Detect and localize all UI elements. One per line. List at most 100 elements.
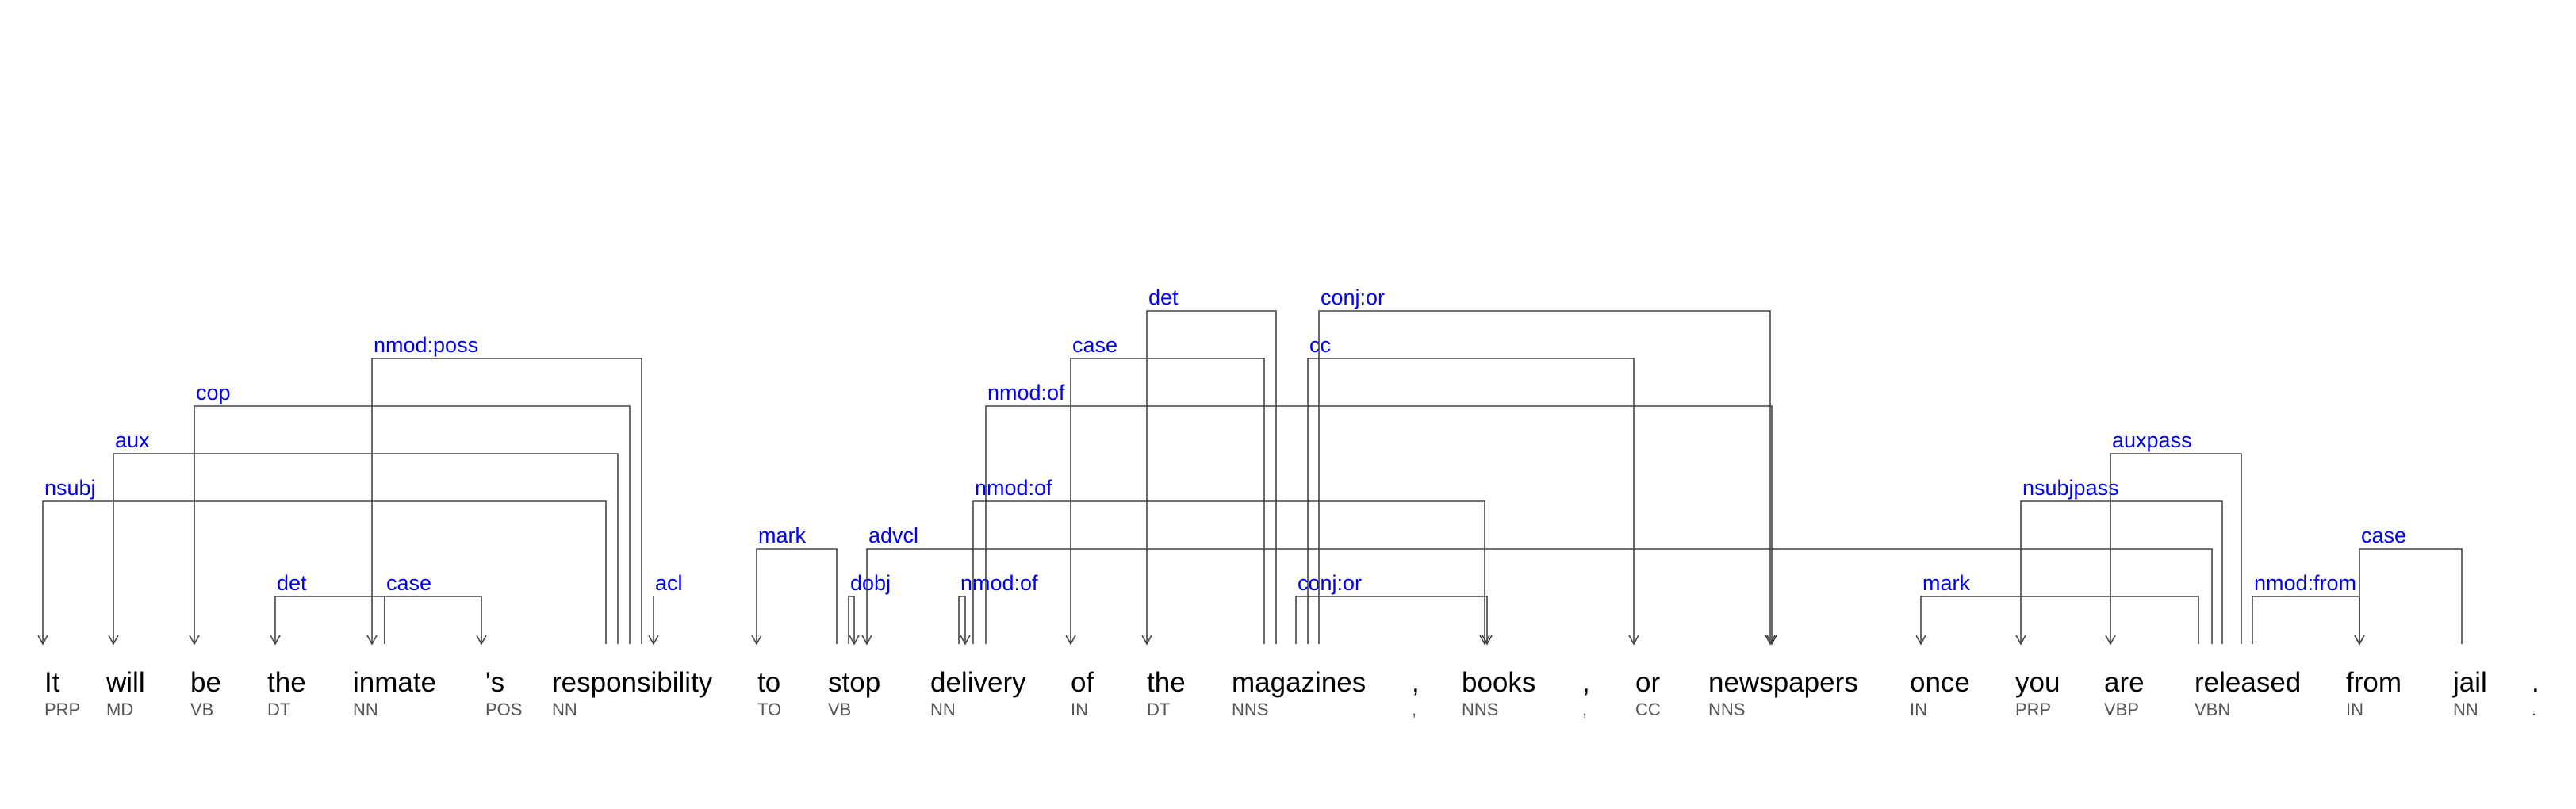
dependency-arc: case	[384, 571, 487, 646]
token-word: will	[105, 667, 145, 698]
dependency-line	[958, 596, 966, 644]
label-background	[2111, 428, 2205, 452]
arrowhead-icon	[366, 635, 378, 646]
token-row: It PRP will MD be VB the DT inmate NN 's POS respons…	[44, 667, 2540, 719]
token-word: to	[757, 667, 780, 698]
arrowhead-icon	[2354, 635, 2365, 646]
dependency-arc: det	[270, 571, 385, 646]
token-word: once	[1910, 667, 1970, 698]
dependency-line	[371, 358, 642, 644]
token-word: of	[1071, 667, 1094, 698]
token-pos-tag: VB	[190, 700, 213, 719]
token-word: the	[267, 667, 306, 698]
dependency-arc: cop	[189, 381, 631, 646]
dependency-label: nmod:poss	[374, 333, 478, 357]
label-background	[276, 571, 312, 595]
dependency-arc: acl	[648, 571, 686, 646]
dependency-line	[1318, 310, 1771, 644]
arrowhead-icon	[861, 635, 872, 646]
label-background	[1148, 286, 1183, 309]
dependency-arc: mark	[1915, 571, 2199, 646]
dependency-line	[113, 453, 619, 644]
token-pos-tag: PRP	[44, 700, 80, 719]
token-pos-tag: VBP	[2104, 700, 2139, 719]
label-background	[2360, 523, 2412, 547]
dependency-arc: nsubj	[37, 476, 607, 646]
dependency-arc: case	[2354, 523, 2463, 646]
token-word: be	[190, 667, 221, 698]
arrowhead-icon	[1766, 635, 1777, 646]
dependency-label: nsubjpass	[2022, 476, 2119, 500]
dependency-line	[756, 548, 838, 644]
dependency-label: cc	[1309, 333, 1331, 357]
token-pos-tag: NN	[552, 700, 577, 719]
arrowhead-icon	[849, 635, 860, 646]
dependency-line	[848, 596, 855, 644]
arrowhead-icon	[189, 635, 200, 646]
dependency-line	[384, 596, 482, 644]
dependency-arc: advcl	[861, 523, 2213, 646]
label-background	[1297, 571, 1373, 595]
label-background	[1922, 571, 1976, 595]
dependency-label: mark	[1922, 571, 1970, 595]
arrowhead-icon	[2105, 635, 2116, 646]
dependency-line	[972, 500, 1485, 644]
token-word: .	[2532, 667, 2540, 698]
label-background	[2022, 476, 2133, 500]
label-background	[44, 476, 105, 500]
dependency-label: conj:or	[1321, 286, 1385, 309]
dependency-arc: conj:or	[1295, 571, 1493, 646]
token-word: released	[2195, 667, 2301, 698]
arrowhead-icon	[1765, 635, 1776, 646]
token-pos-tag: DT	[267, 700, 290, 719]
arrowhead-icon	[1628, 635, 1639, 646]
token-word: you	[2015, 667, 2060, 698]
token-word: newspapers	[1708, 667, 1858, 698]
label-background	[654, 571, 686, 595]
dependency-line	[1146, 310, 1277, 644]
dependency-label: aux	[115, 428, 150, 452]
token-pos-tag: NN	[353, 700, 378, 719]
label-background	[1071, 333, 1123, 357]
label-background	[960, 571, 1047, 595]
dependency-label: conj:or	[1298, 571, 1362, 595]
token-word: jail	[2452, 667, 2487, 698]
token-word: delivery	[930, 667, 1026, 698]
dependency-line	[2359, 548, 2463, 644]
token-word: 's	[485, 667, 504, 698]
dependency-line	[194, 405, 631, 644]
token-pos-tag: TO	[757, 700, 781, 719]
arrowhead-icon	[648, 635, 659, 646]
token-pos-tag: MD	[106, 700, 133, 719]
token-word: magazines	[1232, 667, 1366, 698]
dependency-edges: nsubj aux cop det nmod:poss case acl mark dobj ad…	[37, 286, 2463, 646]
dependency-arc: mark	[751, 523, 838, 646]
dependency-line	[1295, 596, 1488, 644]
dependency-label: nmod:of	[975, 476, 1052, 500]
dependency-arc: case	[1065, 333, 1265, 646]
arrowhead-icon	[37, 635, 48, 646]
dependency-line	[2110, 453, 2242, 644]
label-background	[849, 571, 897, 595]
label-background	[1320, 286, 1396, 309]
dependency-label: cop	[196, 381, 231, 404]
label-background	[987, 381, 1074, 404]
token-word: inmate	[353, 667, 436, 698]
dependency-line	[2252, 596, 2360, 644]
dependency-arc: nmod:of	[972, 476, 1490, 646]
dependency-label: dobj	[850, 571, 891, 595]
dependency-label: nmod:of	[960, 571, 1038, 595]
dependency-line	[866, 548, 2213, 644]
dependency-label: det	[277, 571, 307, 595]
dependency-line	[2020, 500, 2223, 644]
token-word: from	[2346, 667, 2402, 698]
dependency-label: mark	[758, 523, 806, 547]
label-background	[974, 476, 1061, 500]
token-pos-tag: POS	[485, 700, 522, 719]
dependency-label: advcl	[868, 523, 918, 547]
dependency-label: case	[1072, 333, 1117, 357]
token-word: ,	[1412, 667, 1420, 698]
dependency-line	[42, 500, 607, 644]
token-pos-tag: DT	[1147, 700, 1170, 719]
token-word: ,	[1582, 667, 1590, 698]
